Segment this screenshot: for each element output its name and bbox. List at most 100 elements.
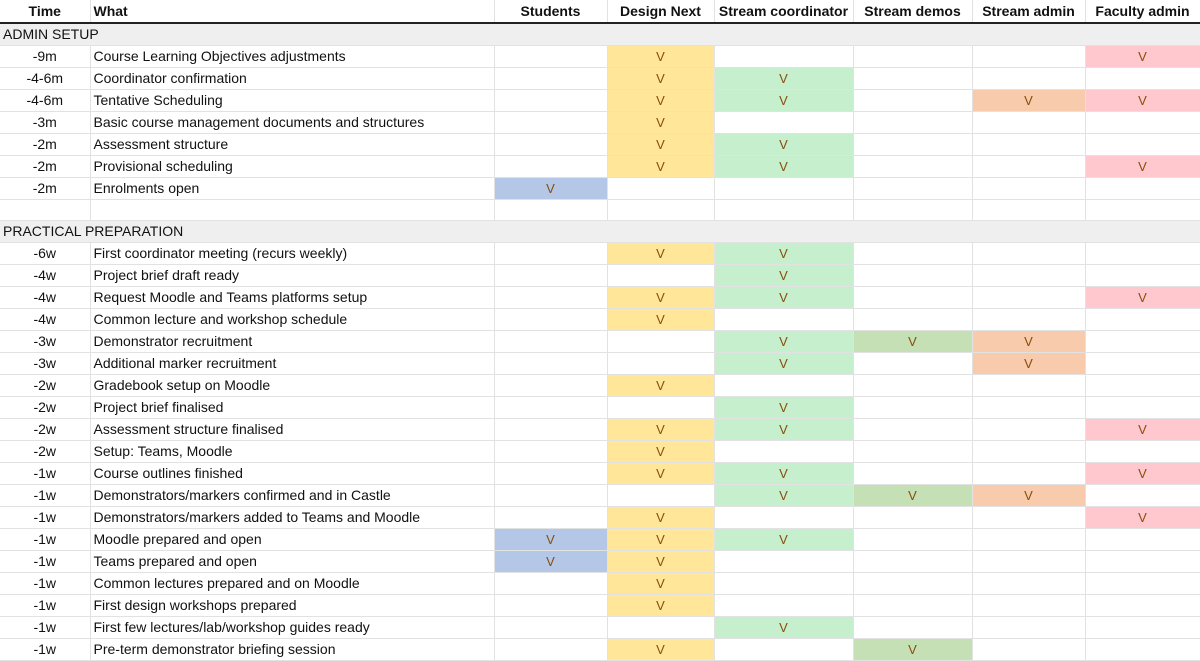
role-cell-students[interactable]	[494, 89, 608, 112]
role-cell-faculty-admin[interactable]: V	[1085, 45, 1200, 68]
role-cell-stream-coordinator[interactable]	[714, 111, 854, 134]
role-cell-faculty-admin[interactable]: V	[1085, 155, 1200, 178]
role-cell-stream-coordinator[interactable]	[714, 594, 854, 617]
role-cell-stream-admin[interactable]	[972, 462, 1086, 485]
role-cell-design-next[interactable]: V	[607, 242, 715, 265]
role-cell-stream-coordinator[interactable]: V	[714, 133, 854, 156]
time-cell[interactable]: -2m	[0, 155, 91, 178]
role-cell-stream-coordinator[interactable]: V	[714, 242, 854, 265]
role-cell-students[interactable]	[494, 440, 608, 463]
role-cell-design-next[interactable]: V	[607, 374, 715, 397]
time-cell[interactable]: -4w	[0, 286, 91, 309]
section-title[interactable]: PRACTICAL PREPARATION	[0, 220, 1200, 243]
role-cell-students[interactable]	[494, 396, 608, 419]
role-cell-stream-coordinator[interactable]: V	[714, 396, 854, 419]
role-cell-design-next[interactable]: V	[607, 45, 715, 68]
role-cell-design-next[interactable]	[607, 616, 715, 639]
role-cell-faculty-admin[interactable]	[1085, 242, 1200, 265]
role-cell-faculty-admin[interactable]	[1085, 638, 1200, 661]
role-cell-stream-demos[interactable]	[853, 572, 973, 595]
role-cell-stream-coordinator[interactable]: V	[714, 67, 854, 90]
role-cell-faculty-admin[interactable]	[1085, 396, 1200, 419]
role-cell-students[interactable]: V	[494, 177, 608, 200]
time-cell[interactable]: -3w	[0, 330, 91, 353]
role-cell-students[interactable]	[494, 286, 608, 309]
what-cell[interactable]: Project brief draft ready	[90, 264, 495, 287]
role-cell-stream-coordinator[interactable]	[714, 177, 854, 200]
role-cell-stream-demos[interactable]	[853, 286, 973, 309]
what-cell[interactable]: Demonstrator recruitment	[90, 330, 495, 353]
role-cell-stream-coordinator[interactable]: V	[714, 286, 854, 309]
what-cell[interactable]: Teams prepared and open	[90, 550, 495, 573]
role-cell-design-next[interactable]	[607, 352, 715, 375]
role-cell-stream-admin[interactable]	[972, 111, 1086, 134]
what-cell[interactable]: Basic course management documents and st…	[90, 111, 495, 134]
role-cell-stream-coordinator[interactable]: V	[714, 484, 854, 507]
role-cell-design-next[interactable]: V	[607, 638, 715, 661]
role-cell-faculty-admin[interactable]: V	[1085, 506, 1200, 529]
role-cell-stream-demos[interactable]	[853, 418, 973, 441]
role-cell-students[interactable]	[494, 352, 608, 375]
role-cell-students[interactable]	[494, 111, 608, 134]
role-cell-stream-admin[interactable]	[972, 67, 1086, 90]
time-cell[interactable]: -2w	[0, 418, 91, 441]
role-cell-faculty-admin[interactable]	[1085, 550, 1200, 573]
role-cell-faculty-admin[interactable]	[1085, 440, 1200, 463]
role-cell-stream-demos[interactable]	[853, 374, 973, 397]
what-cell[interactable]: Common lectures prepared and on Moodle	[90, 572, 495, 595]
role-cell-stream-admin[interactable]	[972, 440, 1086, 463]
role-cell-stream-demos[interactable]	[853, 440, 973, 463]
role-cell-stream-demos[interactable]	[853, 550, 973, 573]
time-cell[interactable]: -4-6m	[0, 89, 91, 112]
role-cell-stream-coordinator[interactable]	[714, 506, 854, 529]
role-cell-stream-admin[interactable]	[972, 506, 1086, 529]
what-cell[interactable]: Setup: Teams, Moodle	[90, 440, 495, 463]
empty-cell[interactable]	[607, 199, 715, 221]
what-cell[interactable]: First few lectures/lab/workshop guides r…	[90, 616, 495, 639]
role-cell-faculty-admin[interactable]	[1085, 67, 1200, 90]
role-cell-stream-demos[interactable]: V	[853, 638, 973, 661]
role-cell-design-next[interactable]: V	[607, 440, 715, 463]
what-cell[interactable]: Tentative Scheduling	[90, 89, 495, 112]
role-cell-faculty-admin[interactable]	[1085, 484, 1200, 507]
role-cell-stream-admin[interactable]	[972, 550, 1086, 573]
role-cell-faculty-admin[interactable]	[1085, 133, 1200, 156]
role-cell-stream-demos[interactable]	[853, 67, 973, 90]
what-cell[interactable]: Course Learning Objectives adjustments	[90, 45, 495, 68]
what-cell[interactable]: Gradebook setup on Moodle	[90, 374, 495, 397]
role-cell-stream-admin[interactable]	[972, 286, 1086, 309]
role-cell-stream-coordinator[interactable]: V	[714, 330, 854, 353]
role-cell-stream-coordinator[interactable]: V	[714, 155, 854, 178]
time-cell[interactable]: -4w	[0, 308, 91, 331]
time-cell[interactable]: -1w	[0, 528, 91, 551]
role-cell-design-next[interactable]: V	[607, 506, 715, 529]
role-cell-stream-admin[interactable]: V	[972, 352, 1086, 375]
header-stream-admin[interactable]: Stream admin	[972, 0, 1086, 24]
role-cell-stream-admin[interactable]	[972, 177, 1086, 200]
role-cell-students[interactable]	[494, 374, 608, 397]
role-cell-stream-admin[interactable]	[972, 616, 1086, 639]
role-cell-faculty-admin[interactable]	[1085, 594, 1200, 617]
role-cell-students[interactable]	[494, 308, 608, 331]
role-cell-stream-demos[interactable]	[853, 111, 973, 134]
role-cell-stream-admin[interactable]	[972, 638, 1086, 661]
role-cell-students[interactable]	[494, 638, 608, 661]
role-cell-students[interactable]	[494, 484, 608, 507]
header-what[interactable]: What	[90, 0, 495, 24]
time-cell[interactable]: -3w	[0, 352, 91, 375]
empty-cell[interactable]	[1085, 199, 1200, 221]
role-cell-stream-demos[interactable]	[853, 177, 973, 200]
role-cell-stream-admin[interactable]	[972, 45, 1086, 68]
role-cell-stream-coordinator[interactable]	[714, 550, 854, 573]
role-cell-stream-admin[interactable]: V	[972, 484, 1086, 507]
header-stream-coordinator[interactable]: Stream coordinator	[714, 0, 854, 24]
what-cell[interactable]: Project brief finalised	[90, 396, 495, 419]
role-cell-design-next[interactable]	[607, 330, 715, 353]
role-cell-stream-coordinator[interactable]	[714, 374, 854, 397]
time-cell[interactable]: -6w	[0, 242, 91, 265]
time-cell[interactable]: -4w	[0, 264, 91, 287]
time-cell[interactable]: -1w	[0, 572, 91, 595]
role-cell-stream-demos[interactable]	[853, 352, 973, 375]
header-stream-demos[interactable]: Stream demos	[853, 0, 973, 24]
role-cell-stream-coordinator[interactable]	[714, 572, 854, 595]
